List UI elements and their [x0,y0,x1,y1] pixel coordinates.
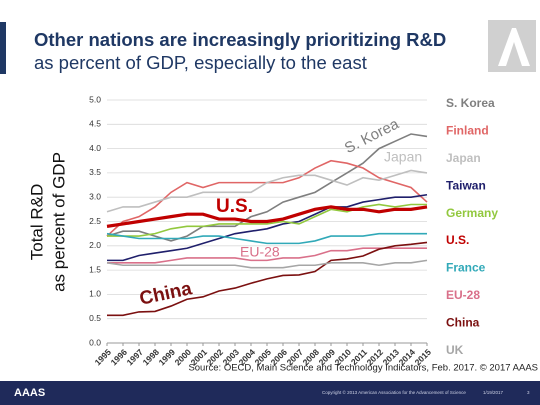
annotation: EU-28 [240,244,280,260]
logo-mark [498,28,530,66]
y-tick-label: 2.5 [89,216,101,226]
slide-title: Other nations are increasingly prioritiz… [34,28,464,74]
series-line [107,193,428,262]
y-tick-label: 3.0 [89,191,101,201]
y-axis-label: as percent of GDP [49,152,68,292]
accent-bar [0,22,6,74]
y-tick-label: 4.5 [89,119,101,129]
source: Source: OECD, Main Science and Technolog… [188,363,538,374]
series-line [107,203,427,237]
y-axis-label: Total R&D [27,184,46,261]
legend-label: U.S. [446,233,469,247]
series-line [106,159,428,237]
x-tick-label: 1997 [125,347,146,368]
annotation: U.S. [216,196,253,217]
y-tick-label: 3.5 [89,167,101,177]
legend-label: France [446,261,486,275]
footer-logo: AAAS [14,387,45,399]
legend-label: Germany [446,206,498,220]
y-tick-label: 2.0 [89,240,101,250]
y-tick-label: 1.5 [89,264,101,274]
x-tick-label: 1996 [109,347,130,368]
footer-date: 1/19/2017 [483,390,504,395]
legend-label: Finland [446,124,489,138]
y-tick-label: 0.0 [89,337,101,347]
legend-label: Taiwan [446,178,486,192]
x-tick-label: 1998 [141,347,162,368]
legend-label: China [446,315,480,329]
series-line [106,205,428,228]
legend-label: S. Korea [446,96,495,110]
series-line [107,241,428,317]
series-line [107,247,427,264]
footer-copyright: Copyright © 2013 American Association fo… [322,389,466,395]
legend-label: UK [446,343,464,357]
footer-bar [0,381,540,405]
title-bold: Other nations are increasingly prioritiz… [34,29,447,50]
y-tick-label: 4.0 [89,143,101,153]
y-tick-label: 5.0 [89,94,101,104]
y-tick-label: 1.0 [89,289,101,299]
y-tick-label: 0.5 [89,313,101,323]
series-line [106,133,428,242]
legend-label: Japan [446,151,481,165]
x-tick-label: 1999 [157,347,178,368]
title-rest: as percent of GDP, especially to the eas… [34,52,367,73]
series-line [106,232,427,245]
annotation: China [138,278,194,310]
x-tick-label: 1995 [93,347,114,368]
series-line [106,259,428,269]
footer-page: 3 [527,390,530,395]
series-line [106,169,428,213]
annotation: Japan [384,149,422,165]
legend-label: EU-28 [446,288,480,302]
